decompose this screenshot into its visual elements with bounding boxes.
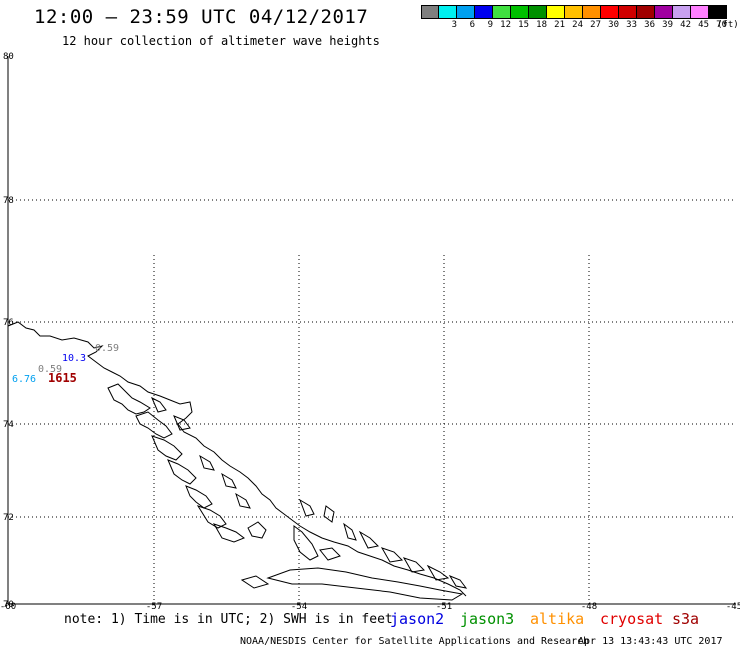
legend-swatch <box>439 5 457 19</box>
legend-label: 39 <box>662 20 673 30</box>
latitude-label: 72 <box>3 513 14 523</box>
graticule <box>8 199 736 604</box>
latitude-label: 74 <box>3 420 14 430</box>
legend-label: 36 <box>644 20 655 30</box>
longitude-label: -51 <box>436 602 452 612</box>
legend-swatch <box>421 5 439 19</box>
wave-height-observation: 1615 <box>48 371 77 385</box>
satellite-name: s3a <box>672 610 700 628</box>
legend-scale-labels: 3 6 9 12 15 18 21 24 27 30 33 36 39 42 45 70 <box>421 20 727 30</box>
legend-label: 42 <box>680 20 691 30</box>
map-subtitle: 12 hour collection of altimeter wave hei… <box>62 34 380 48</box>
legend-swatch <box>529 5 547 19</box>
legend-swatch <box>583 5 601 19</box>
longitude-label: -57 <box>146 602 162 612</box>
wave-height-color-legend <box>421 5 727 19</box>
satellite-name: altika <box>530 610 585 628</box>
legend-label: 3 <box>451 20 457 30</box>
longitude-label: -45 <box>726 602 740 612</box>
legend-swatch <box>691 5 709 19</box>
legend-label: 9 <box>487 20 493 30</box>
legend-swatch <box>475 5 493 19</box>
latitude-label: 70 <box>3 600 14 610</box>
latitude-label: 78 <box>3 196 14 206</box>
satellite-name: jason3 <box>460 610 515 628</box>
legend-swatch <box>619 5 637 19</box>
legend-swatch <box>709 5 727 19</box>
legend-label: 33 <box>626 20 637 30</box>
coastline <box>7 321 468 601</box>
legend-label: 6 <box>469 20 475 30</box>
legend-swatch <box>673 5 691 19</box>
legend-label: 45 <box>698 20 709 30</box>
satellite-name: cryosat <box>600 610 664 628</box>
longitude-label: -54 <box>291 602 307 612</box>
footnote: note: 1) Time is in UTC; 2) SWH is in fe… <box>64 612 393 627</box>
satellite-name: jason2 <box>390 610 445 628</box>
latitude-label: 80 <box>3 52 14 62</box>
legend-label: 30 <box>608 20 619 30</box>
legend-label: 24 <box>572 20 583 30</box>
legend-label: 70 <box>716 20 727 30</box>
map-title: 12:00 — 23:59 UTC 04/12/2017 <box>34 6 369 28</box>
legend-swatch <box>511 5 529 19</box>
legend-label: 18 <box>536 20 547 30</box>
legend-label: 12 <box>500 20 511 30</box>
legend-unit: (ft) <box>717 20 739 30</box>
legend-swatch <box>547 5 565 19</box>
wave-height-observation: 0.59 <box>38 364 62 375</box>
legend-label: 15 <box>518 20 529 30</box>
legend-swatch <box>565 5 583 19</box>
legend-swatch <box>655 5 673 19</box>
frame <box>7 56 736 605</box>
legend-swatch <box>601 5 619 19</box>
wave-height-observation: 10.3 <box>62 353 86 364</box>
wave-height-observation: 0.59 <box>95 343 119 354</box>
longitude-label: -48 <box>581 602 597 612</box>
legend-swatch <box>493 5 511 19</box>
legend-label: 27 <box>590 20 601 30</box>
latitude-label: 76 <box>3 318 14 328</box>
legend-label: 21 <box>554 20 565 30</box>
timestamp: Apr 13 13:43:43 UTC 2017 <box>578 636 723 647</box>
credit-line: NOAA/NESDIS Center for Satellite Applica… <box>240 636 590 647</box>
legend-swatch <box>637 5 655 19</box>
legend-swatch <box>457 5 475 19</box>
longitude-label: -60 <box>0 602 16 612</box>
wave-height-observation: 6.76 <box>12 374 36 385</box>
